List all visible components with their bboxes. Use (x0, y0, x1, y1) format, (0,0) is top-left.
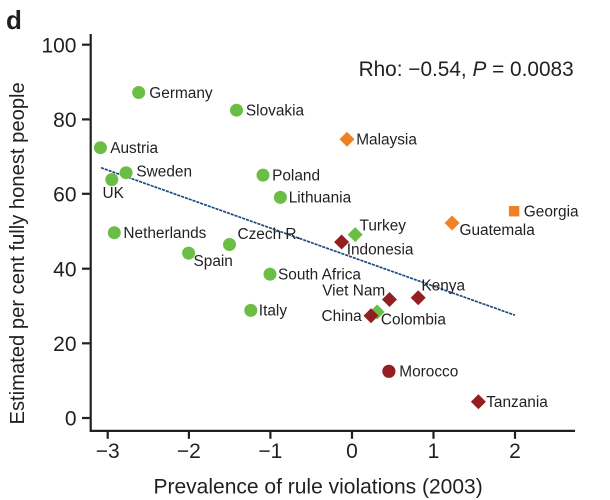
svg-text:80: 80 (53, 109, 76, 132)
svg-text:−3: −3 (96, 440, 120, 463)
svg-text:40: 40 (53, 258, 76, 281)
svg-text:Malaysia: Malaysia (356, 132, 417, 149)
svg-text:0: 0 (346, 440, 358, 463)
svg-text:UK: UK (103, 185, 125, 202)
svg-text:1: 1 (428, 440, 440, 463)
svg-text:Turkey: Turkey (360, 218, 407, 235)
svg-text:−1: −1 (258, 440, 282, 463)
svg-text:Viet Nam: Viet Nam (322, 283, 385, 300)
svg-text:Germany: Germany (149, 85, 213, 102)
svg-text:Netherlands: Netherlands (123, 225, 206, 242)
svg-text:−2: −2 (177, 440, 201, 463)
svg-text:Italy: Italy (259, 303, 288, 320)
svg-text:South Africa: South Africa (278, 267, 361, 284)
svg-text:20: 20 (53, 333, 76, 356)
svg-text:Kenya: Kenya (421, 278, 465, 295)
svg-text:Colombia: Colombia (381, 311, 446, 328)
svg-text:Lithuania: Lithuania (289, 190, 352, 207)
svg-text:China: China (322, 308, 363, 325)
svg-text:0: 0 (65, 408, 77, 431)
svg-text:Georgia: Georgia (524, 204, 579, 221)
svg-text:Morocco: Morocco (399, 364, 458, 381)
svg-text:Spain: Spain (194, 253, 233, 270)
svg-text:d: d (6, 5, 22, 35)
svg-text:2: 2 (509, 440, 521, 463)
svg-text:Slovakia: Slovakia (246, 103, 305, 120)
svg-text:Indonesia: Indonesia (347, 241, 414, 258)
svg-text:Guatemala: Guatemala (460, 222, 536, 239)
svg-text:Poland: Poland (272, 167, 320, 184)
svg-text:60: 60 (53, 184, 76, 207)
svg-text:Prevalence of rule violations: Prevalence of rule violations (2003) (154, 476, 483, 499)
svg-text:Estimated per cent fully hones: Estimated per cent fully honest people (7, 82, 29, 424)
svg-text:Rho: −0.54, P = 0.0083: Rho: −0.54, P = 0.0083 (359, 58, 574, 81)
svg-text:Austria: Austria (110, 140, 158, 157)
svg-text:Tanzania: Tanzania (486, 394, 548, 411)
svg-text:Czech R.: Czech R. (238, 226, 301, 243)
svg-text:100: 100 (41, 34, 76, 57)
svg-text:Sweden: Sweden (136, 164, 192, 181)
